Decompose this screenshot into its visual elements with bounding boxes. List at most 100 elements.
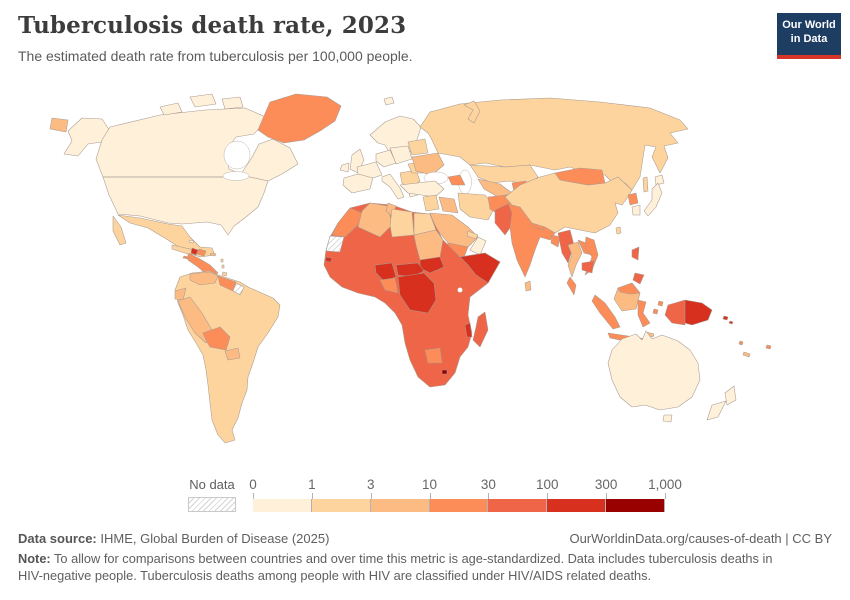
country-australia[interactable]: [607, 330, 701, 411]
country-dominican-republic[interactable]: [196, 248, 207, 257]
country-myanmar[interactable]: [557, 229, 575, 264]
country-bolivia[interactable]: [202, 326, 231, 351]
country-novaya-zemlya[interactable]: [463, 100, 481, 124]
legend-tick: [253, 493, 254, 499]
country-malaysia[interactable]: [566, 276, 577, 296]
country-western-sahara[interactable]: [325, 235, 345, 253]
country-french-guiana[interactable]: [232, 282, 245, 296]
country-iraq[interactable]: [438, 196, 459, 214]
country-uzbek-turkmen[interactable]: [477, 178, 513, 198]
legend-tick-label: 1: [308, 477, 316, 492]
country-somalia[interactable]: [459, 252, 501, 284]
country-mongolia[interactable]: [554, 167, 606, 186]
country-arctic-island[interactable]: [189, 93, 217, 108]
country-philippines-luzon[interactable]: [631, 246, 640, 261]
country-south-korea[interactable]: [631, 204, 641, 216]
country-sulawesi[interactable]: [637, 299, 651, 328]
country-alaska[interactable]: [63, 117, 111, 157]
country-greenland[interactable]: [257, 93, 342, 144]
country-trinidad[interactable]: [221, 271, 228, 277]
country-bangladesh[interactable]: [550, 234, 561, 248]
country-thailand[interactable]: [567, 241, 583, 278]
country-central-europe[interactable]: [389, 145, 413, 165]
country-france[interactable]: [356, 161, 383, 179]
country-vanuatu[interactable]: [738, 340, 744, 346]
country-lesotho[interactable]: [441, 369, 448, 375]
legend-bin-3–10[interactable]: [370, 499, 430, 512]
country-japan-hokkaido[interactable]: [654, 174, 665, 186]
country-germany-benelux[interactable]: [375, 149, 397, 168]
legend-tick: [606, 493, 608, 499]
country-madagascar[interactable]: [472, 311, 489, 348]
country-mexico[interactable]: [117, 214, 216, 258]
country-baltics-belarus[interactable]: [407, 138, 429, 156]
country-west-new-guinea[interactable]: [664, 299, 686, 326]
country-ukraine[interactable]: [411, 152, 445, 176]
country-sakhalin[interactable]: [642, 176, 649, 193]
country-sri-lanka[interactable]: [524, 280, 532, 292]
country-venezuela[interactable]: [189, 271, 219, 286]
country-malawi[interactable]: [464, 322, 473, 338]
legend-tick-label: 100: [536, 477, 559, 492]
chart-header: Tuberculosis death rate, 2023 The estima…: [18, 12, 758, 64]
country-tasmania[interactable]: [662, 414, 673, 423]
country-usa[interactable]: [102, 176, 269, 236]
country-libya[interactable]: [389, 208, 415, 238]
country-philippines-mindanao[interactable]: [632, 272, 645, 285]
legend-tick-label: 30: [480, 477, 496, 492]
country-arctic-island[interactable]: [159, 102, 183, 116]
country-new-caledonia[interactable]: [742, 351, 751, 358]
legend-bin-300–1,000[interactable]: [606, 499, 666, 512]
country-ireland[interactable]: [339, 162, 350, 173]
country-arctic-island[interactable]: [221, 96, 244, 110]
country-russia[interactable]: [419, 97, 689, 191]
legend-tick: [665, 493, 666, 499]
country-borneo-malaysia[interactable]: [617, 282, 641, 295]
country-haiti[interactable]: [190, 247, 199, 256]
country-sumatra[interactable]: [591, 294, 621, 330]
country-drc[interactable]: [397, 272, 437, 314]
legend-color-bar[interactable]: [253, 493, 666, 512]
country-lesser-antilles[interactable]: [220, 258, 225, 269]
attribution-link[interactable]: OurWorldinData.org/causes-of-death | CC …: [569, 531, 832, 546]
country-gulf-states[interactable]: [466, 230, 479, 240]
world-choropleth-map[interactable]: [40, 85, 815, 475]
country-cuba[interactable]: [171, 244, 196, 255]
country-vietnam[interactable]: [584, 236, 599, 276]
legend-no-data[interactable]: No data: [188, 477, 236, 512]
legend-bin-10–30[interactable]: [429, 499, 489, 512]
legend-tick: [311, 493, 313, 499]
country-cambodia[interactable]: [581, 260, 595, 274]
legend-bin-30–100[interactable]: [488, 499, 548, 512]
country-puerto-rico[interactable]: [209, 252, 217, 257]
great-lakes: [222, 171, 250, 181]
country-nz-north-island[interactable]: [724, 385, 737, 406]
legend-bin-100–300[interactable]: [547, 499, 607, 512]
country-botswana[interactable]: [424, 347, 443, 364]
country-chukotka-west[interactable]: [49, 117, 69, 133]
country-jamaica[interactable]: [182, 255, 190, 260]
country-papua-new-guinea[interactable]: [684, 299, 713, 326]
country-taiwan[interactable]: [615, 226, 622, 235]
country-turkey[interactable]: [399, 180, 445, 198]
country-gabon-congo[interactable]: [379, 277, 399, 294]
legend-bin-1–3[interactable]: [311, 499, 371, 512]
country-italy[interactable]: [381, 173, 405, 200]
country-iran[interactable]: [457, 192, 496, 221]
country-maluku[interactable]: [652, 300, 664, 315]
country-bahamas[interactable]: [188, 239, 195, 244]
country-nz-south-island[interactable]: [706, 400, 727, 421]
country-guinea-bissau[interactable]: [324, 256, 333, 263]
country-north-korea[interactable]: [627, 192, 639, 206]
country-levant[interactable]: [422, 194, 440, 212]
legend-no-data-swatch[interactable]: [188, 497, 236, 512]
legend-bin-0–1[interactable]: [253, 499, 312, 512]
country-caucasus[interactable]: [447, 174, 466, 186]
country-fiji[interactable]: [765, 344, 772, 350]
country-japan-honshu[interactable]: [643, 182, 663, 217]
country-solomon-islands[interactable]: [722, 315, 734, 325]
country-baja-california[interactable]: [112, 215, 127, 246]
country-svalbard[interactable]: [383, 96, 395, 106]
country-paraguay[interactable]: [224, 347, 241, 361]
owid-logo[interactable]: Our World in Data: [777, 13, 841, 59]
